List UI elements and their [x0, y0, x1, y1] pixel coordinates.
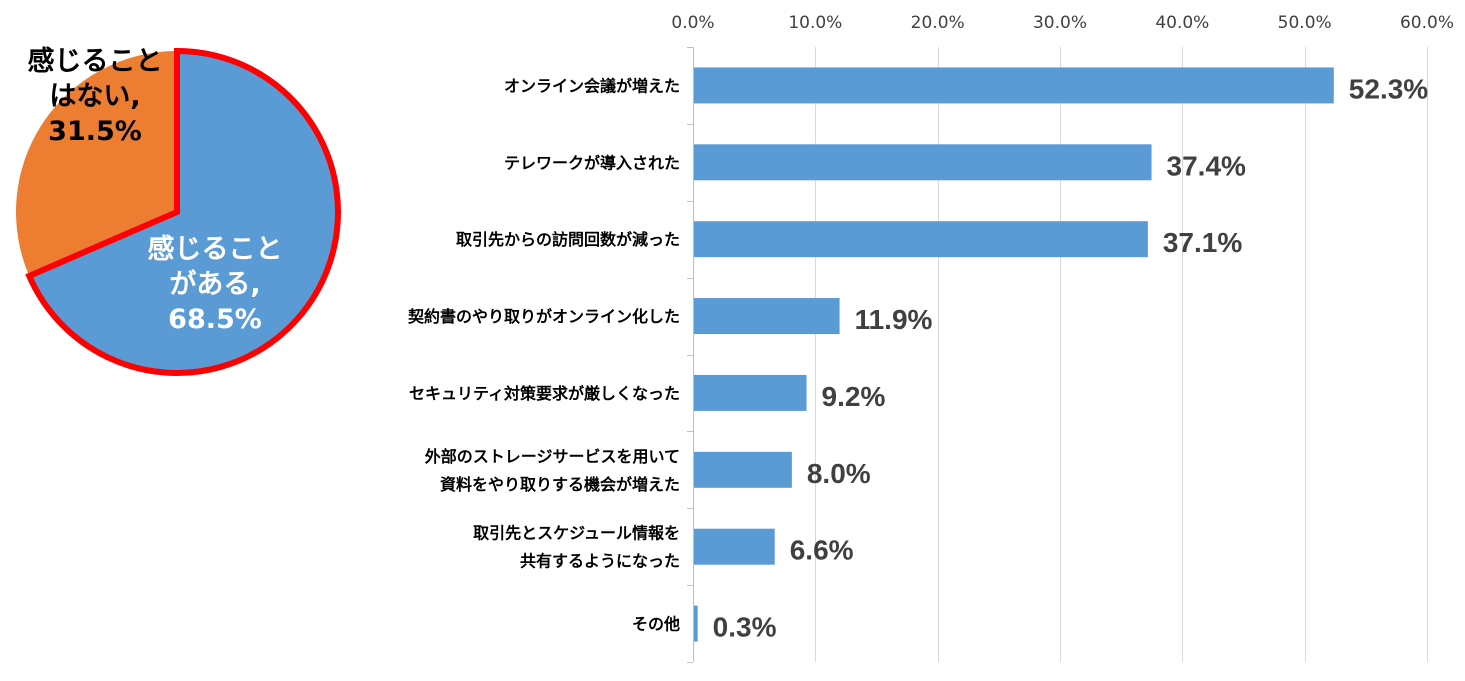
x-tick-label: 30.0% [1033, 13, 1087, 33]
data-label: 52.3% [1349, 73, 1428, 104]
bar [694, 605, 698, 642]
pie-label-no-line3: 31.5% [48, 116, 142, 147]
pie-label-no-line1: 感じること [27, 46, 163, 77]
data-label: 9.2% [822, 381, 886, 412]
category-label: 資料をやり取りする機会が増えた [440, 475, 680, 494]
x-tick-label: 10.0% [788, 13, 842, 33]
pie-chart [15, 47, 341, 376]
category-label: 取引先からの訪問回数が減った [456, 230, 680, 249]
data-label: 37.1% [1163, 227, 1242, 258]
x-tick-label: 60.0% [1400, 13, 1454, 33]
bar [694, 298, 840, 335]
data-label: 0.3% [713, 612, 777, 643]
category-label: 共有するようになった [520, 552, 680, 571]
category-label: その他 [632, 615, 680, 634]
data-label: 8.0% [807, 458, 871, 489]
pie-label-yes: 感じること がある, 68.5% [140, 232, 290, 337]
bar [694, 221, 1148, 258]
pie-slice-0 [29, 51, 338, 374]
pie-label-yes-line1: 感じること [147, 234, 283, 265]
pie-label-no-line2: はない, [49, 81, 141, 112]
category-label: 取引先とスケジュール情報を [473, 524, 680, 543]
category-label: 外部のストレージサービスを用いて [424, 447, 680, 466]
x-tick-label: 40.0% [1155, 13, 1209, 33]
bar [694, 67, 1334, 104]
bar [694, 451, 792, 488]
data-label: 37.4% [1167, 150, 1246, 181]
category-label: 契約書のやり取りがオンライン化した [407, 307, 680, 326]
data-label: 11.9% [855, 304, 933, 335]
data-label: 6.6% [790, 535, 854, 566]
x-tick-label: 20.0% [911, 13, 965, 33]
pie-label-yes-line2: がある, [169, 269, 261, 300]
x-tick-label: 0.0% [671, 13, 714, 33]
category-label: オンライン会議が増えた [504, 76, 680, 95]
bar [694, 144, 1152, 181]
pie-highlight-border [25, 47, 341, 376]
category-label: セキュリティ対策要求が厳しくなった [409, 384, 680, 403]
category-label: テレワークが導入された [504, 153, 680, 172]
x-tick-label: 50.0% [1278, 13, 1332, 33]
bar [694, 528, 775, 565]
bar [694, 374, 807, 411]
pie-label-yes-line3: 68.5% [168, 304, 262, 335]
pie-slice-1 [15, 51, 177, 276]
pie-label-no: 感じること はない, 31.5% [10, 44, 180, 149]
